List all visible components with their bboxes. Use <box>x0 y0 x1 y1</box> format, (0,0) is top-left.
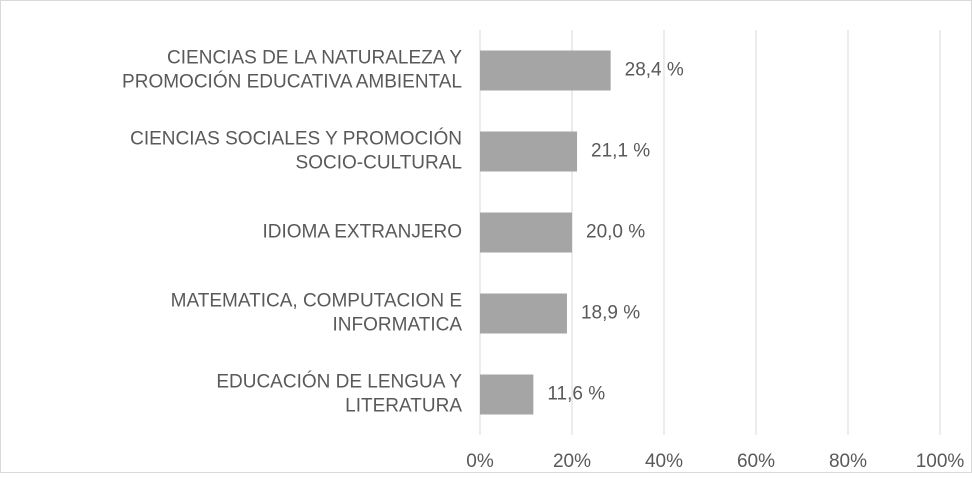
y-tick-label: SOCIO-CULTURAL <box>296 153 462 174</box>
x-tick-label: 20% <box>553 451 591 472</box>
data-label: 28,4 % <box>625 60 684 81</box>
data-label: 21,1 % <box>591 141 650 162</box>
x-tick-label: 0% <box>466 451 494 472</box>
y-tick-label: LITERATURA <box>345 396 462 417</box>
y-tick-label: PROMOCIÓN EDUCATIVA AMBIENTAL <box>122 71 462 93</box>
bar <box>480 212 572 253</box>
bar <box>480 293 567 334</box>
bar <box>480 131 578 172</box>
x-tick-label: 100% <box>916 451 965 472</box>
y-tick-label: IDIOMA EXTRANJERO <box>262 222 462 243</box>
data-label: 20,0 % <box>586 222 645 243</box>
y-tick-label: CIENCIAS SOCIALES Y PROMOCIÓN <box>130 128 462 150</box>
x-tick-label: 80% <box>829 451 867 472</box>
y-tick-label: INFORMATICA <box>333 315 463 336</box>
x-tick-label: 40% <box>645 451 683 472</box>
y-tick-label: CIENCIAS DE LA NATURALEZA Y <box>167 48 462 69</box>
y-tick-label: EDUCACIÓN DE LENGUA Y <box>216 371 462 393</box>
y-tick-label: MATEMATICA, COMPUTACION E <box>171 291 462 312</box>
x-tick-label: 60% <box>737 451 775 472</box>
bar <box>480 50 611 91</box>
bar <box>480 374 534 415</box>
data-label: 11,6 % <box>547 384 605 405</box>
data-label: 18,9 % <box>581 303 640 324</box>
